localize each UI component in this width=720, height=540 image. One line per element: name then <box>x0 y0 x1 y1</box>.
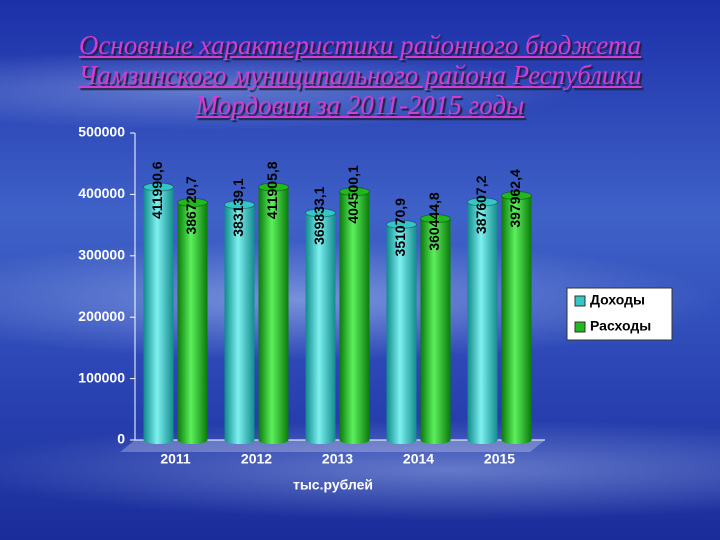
bar-cap <box>501 191 532 201</box>
value-label: 387607,2 <box>473 175 489 234</box>
bar-cap <box>467 197 498 207</box>
x-axis-label: тыс.рублей <box>293 477 373 493</box>
legend-swatch <box>574 321 586 333</box>
value-label: 411905,8 <box>264 161 280 219</box>
value-label: 404500,1 <box>345 165 361 224</box>
y-tick-label: 100000 <box>78 369 125 385</box>
value-label: 351070,9 <box>392 198 408 257</box>
value-label: 369833,1 <box>311 186 327 245</box>
bar <box>501 195 532 440</box>
x-tick-label: 2012 <box>241 451 272 467</box>
bar-cap <box>339 187 370 197</box>
value-label: 383139,1 <box>230 178 246 237</box>
x-tick-label: 2015 <box>484 451 515 467</box>
bar <box>305 212 336 440</box>
y-tick-label: 500000 <box>78 124 125 140</box>
legend-label: Расходы <box>590 318 651 334</box>
bar <box>258 187 289 440</box>
bar <box>339 191 370 440</box>
legend-swatch <box>574 295 586 307</box>
value-label: 411990,6 <box>149 161 165 219</box>
legend-label: Доходы <box>590 292 645 308</box>
bar-cap <box>224 200 255 210</box>
bar <box>224 204 255 440</box>
bar-cap <box>143 182 174 192</box>
bar <box>177 202 208 440</box>
y-tick-label: 0 <box>117 431 125 447</box>
y-tick-label: 200000 <box>78 308 125 324</box>
x-tick-label: 2013 <box>322 451 353 467</box>
bar-cap <box>420 214 451 224</box>
chart-title: Основные характеристики районного бюджет… <box>78 30 642 120</box>
bar-cap <box>258 182 289 192</box>
bar <box>386 224 417 440</box>
bar-cap <box>305 208 336 218</box>
bar <box>467 202 498 440</box>
bar-cap <box>386 219 417 229</box>
bar-cap <box>177 198 208 208</box>
value-label: 360444,8 <box>426 192 442 251</box>
value-label: 386720,7 <box>183 176 199 235</box>
y-tick-label: 300000 <box>78 247 125 263</box>
bar <box>420 218 451 440</box>
value-label: 397962,4 <box>507 169 523 228</box>
y-tick-label: 400000 <box>78 185 125 201</box>
x-tick-label: 2014 <box>403 451 434 467</box>
x-tick-label: 2011 <box>160 451 191 467</box>
bar <box>143 187 174 440</box>
